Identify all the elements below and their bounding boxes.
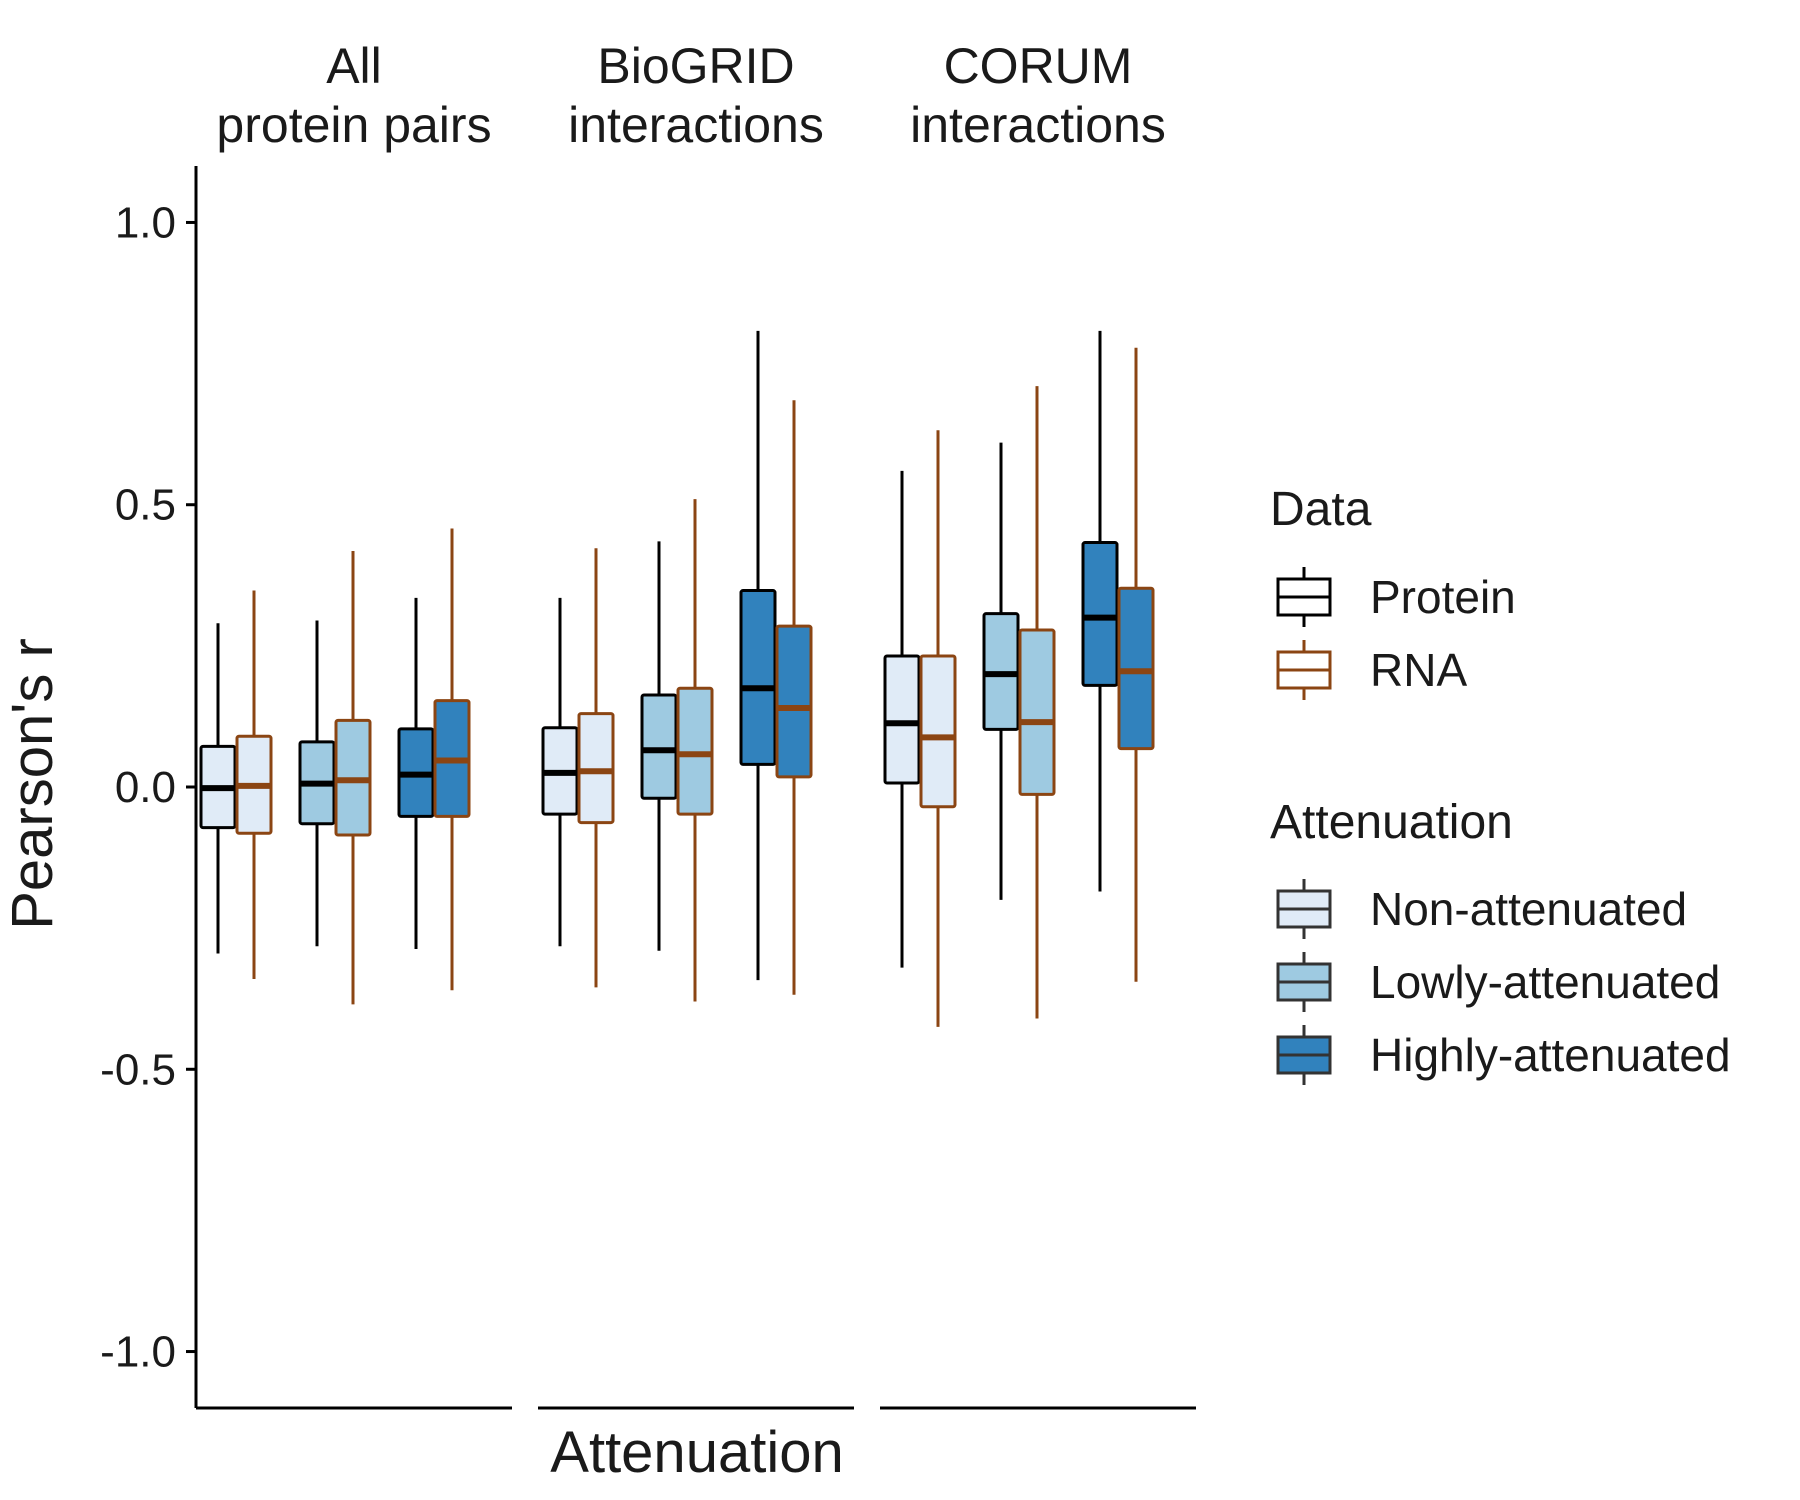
box-lowly-attenuated-protein-facet-0 [298,620,336,947]
box-non-attenuated-protein-facet-1 [541,597,579,947]
legend-label: Non-attenuated [1370,883,1687,935]
box-lowly-attenuated-rna-facet-1 [676,499,714,1002]
box-lowly-attenuated-rna-facet-2 [1018,386,1056,1019]
legend-entry-lowly-attenuated: Lowly-attenuated [1276,952,1720,1012]
legend-title: Data [1270,483,1372,536]
facet-strips: All protein pairs BioGRID interactions CORUM… [216,38,1165,153]
box-highly-attenuated-rna-facet-2 [1117,347,1155,982]
box-body [1018,628,1056,796]
y-tick-label: -1.0 [100,1328,176,1377]
legend-label: Highly-attenuated [1370,1029,1731,1081]
box-non-attenuated-protein-facet-0 [199,623,237,954]
box-lowly-attenuated-rna-facet-0 [334,551,372,1005]
facet-label-biogrid-interactions: BioGRID interactions [568,38,824,153]
box-body [676,686,714,816]
box-body [739,589,777,766]
box-body [775,624,813,779]
legend-label: Protein [1370,571,1516,623]
box-highly-attenuated-protein-facet-1 [739,330,777,981]
facet-label-all-protein-pairs: All protein pairs [216,38,491,153]
box-non-attenuated-protein-facet-2 [883,470,921,968]
y-axis-title: Pearson's r [0,638,65,930]
legend: Data Protein RNA Attenuation Non-attenuated L… [1270,483,1731,1085]
y-tick-label: 1.0 [115,198,176,247]
box-highly-attenuated-protein-facet-0 [397,597,435,950]
box-non-attenuated-rna-facet-2 [919,430,957,1027]
y-tick-label: -0.5 [100,1045,176,1094]
box-non-attenuated-rna-facet-0 [235,590,273,979]
box-lowly-attenuated-protein-facet-2 [982,442,1020,900]
box-body [883,654,921,785]
legend-entry-highly-attenuated: Highly-attenuated [1276,1025,1731,1085]
legend-label: RNA [1370,644,1467,696]
legend-label: Lowly-attenuated [1370,956,1720,1008]
box-highly-attenuated-protein-facet-2 [1081,330,1119,892]
box-non-attenuated-rna-facet-1 [577,548,615,988]
y-axis: 1.0 0.5 0.0 -0.5 -1.0 [100,166,198,1408]
x-axis-title: Attenuation [550,1420,843,1485]
y-tick-label: 0.5 [115,481,176,530]
legend-title: Attenuation [1270,796,1513,849]
plot-area [199,330,1155,1027]
facet-label-corum-interactions: CORUM interactions [910,38,1166,153]
legend-entry-non-attenuated: Non-attenuated [1276,879,1687,939]
box-lowly-attenuated-protein-facet-1 [640,541,678,951]
box-body [1081,541,1119,687]
legend-group-data: Data Protein RNA [1270,483,1516,700]
legend-entry-rna: RNA [1276,640,1467,700]
box-highly-attenuated-rna-facet-1 [775,400,813,995]
box-body [919,654,957,809]
y-tick-label: 0.0 [115,763,176,812]
legend-entry-protein: Protein [1276,567,1516,627]
legend-group-attenuation: Attenuation Non-attenuated Lowly-attenuate… [1270,796,1731,1085]
box-body [577,712,615,825]
box-body [640,693,678,800]
box-highly-attenuated-rna-facet-0 [433,528,471,991]
